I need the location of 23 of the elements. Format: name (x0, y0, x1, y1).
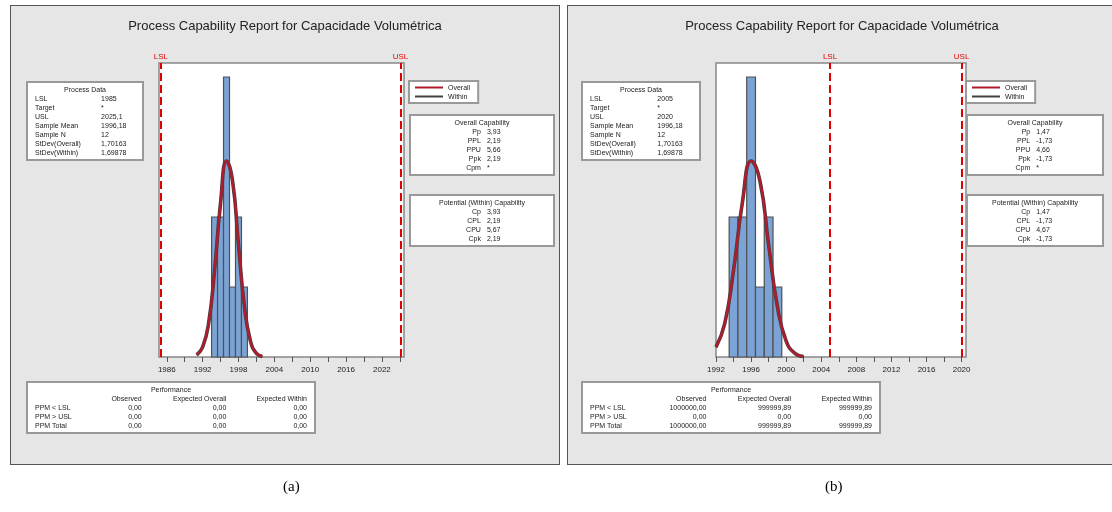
x-tick-label: 1996 (742, 364, 761, 374)
x-tick-label: 2004 (812, 364, 831, 374)
text: (a) (283, 478, 300, 495)
ref-line-label: USL (392, 51, 409, 61)
chart-title: Process Capability Report for Capacidade Volumétrica (128, 18, 443, 33)
ref-line-label: LSL (822, 51, 838, 61)
ref-line-label: LSL (153, 51, 169, 61)
chart-title: Process Capability Report for Capacidade Volumétrica (685, 18, 1000, 33)
x-tick-label: 2022 (372, 364, 392, 374)
x-tick-label: 2004 (265, 364, 284, 374)
x-tick-label: 2016 (917, 364, 936, 374)
text: (b) (825, 478, 843, 495)
x-tick-label: 1992 (707, 364, 726, 374)
x-tick-label: 2008 (847, 364, 866, 374)
x-tick-label: 1998 (229, 364, 248, 374)
x-tick-label: 2016 (337, 364, 356, 374)
x-tick-label: 2020 (952, 364, 972, 374)
x-tick-label: 2000 (777, 364, 796, 374)
x-tick-label: 1986 (157, 364, 177, 374)
x-tick-label: 2012 (882, 364, 901, 374)
x-tick-label: 1992 (193, 364, 213, 374)
ref-line-label: USL (953, 51, 970, 61)
x-tick-label: 2010 (301, 364, 320, 374)
